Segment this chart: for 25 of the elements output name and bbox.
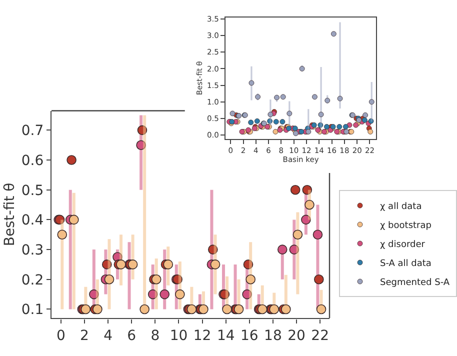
legend-label: χ all data	[380, 202, 422, 212]
x-tick-label: 22	[311, 328, 329, 344]
y-tick-label: 0.1	[21, 302, 44, 318]
x-tick-label: 14	[216, 328, 235, 344]
y-tick-label: 0.7	[21, 123, 44, 140]
x-tick-label: 16	[240, 328, 258, 344]
y-tick-label: 0.3	[21, 242, 44, 258]
x-tick-label: 2	[80, 328, 89, 344]
y-tick-label: 0.5	[21, 182, 44, 199]
x-tick-label: 8	[150, 328, 160, 344]
y-tick-label: 0.4	[21, 212, 44, 229]
y-tick-label: 0.2	[21, 272, 44, 288]
x-tick-label: 0	[56, 328, 66, 344]
x-tick-label: 4	[104, 328, 113, 344]
legend-label: χ bootstrap	[380, 221, 432, 232]
legend-label: Segmented S-A	[380, 278, 450, 288]
x-tick-label: 20	[288, 328, 306, 344]
x-tick-label: 10	[170, 328, 188, 344]
legend-label: S-A all data	[380, 259, 432, 270]
y-axis-title: Best-fit θ	[2, 182, 18, 246]
x-tick-label: 18	[264, 328, 282, 344]
x-tick-label: 6	[127, 328, 136, 344]
y-tick-label: 0.6	[21, 152, 44, 169]
x-tick-label: 12	[193, 328, 212, 344]
legend-label: χ disorder	[380, 240, 426, 250]
